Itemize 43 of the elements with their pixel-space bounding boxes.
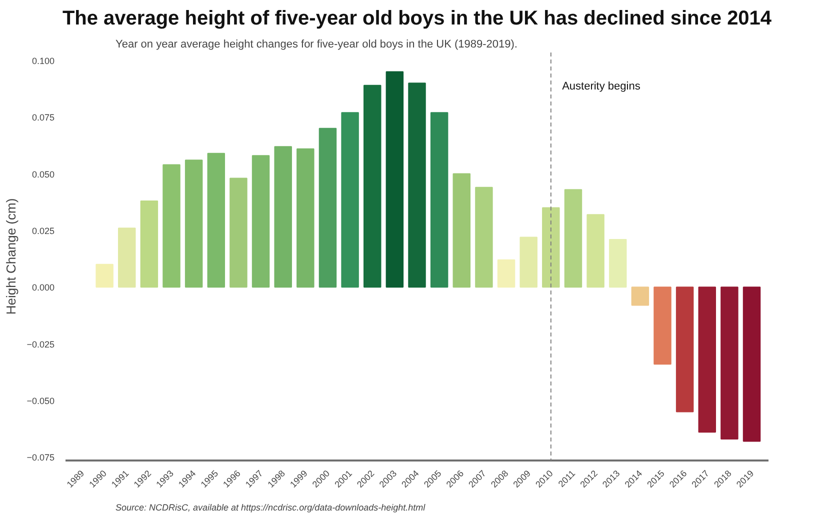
ref-line-label: Austerity begins	[562, 80, 641, 92]
bar	[698, 286, 716, 433]
bar	[742, 286, 761, 442]
bar	[430, 112, 448, 288]
bar	[608, 239, 627, 288]
bar	[252, 155, 270, 288]
bar	[140, 200, 158, 288]
y-tick-label: 0.025	[32, 226, 55, 236]
bar	[452, 173, 471, 288]
bar	[720, 286, 738, 440]
y-tick-label: −0.025	[26, 339, 55, 350]
chart-title: The average height of five-year old boys in the UK has declined since 2014	[62, 8, 772, 30]
y-tick-label: 0.000	[32, 282, 55, 293]
bar	[676, 286, 694, 412]
bar	[631, 286, 650, 306]
bar	[162, 164, 180, 288]
bar	[207, 152, 226, 288]
bar	[408, 82, 426, 288]
bar	[497, 259, 516, 288]
chart-subtitle: Year on year average height changes for five-year old boys in the UK (1989-2019).	[116, 38, 518, 50]
bar	[386, 71, 404, 288]
bar	[184, 160, 203, 288]
y-tick-label: 0.075	[32, 112, 55, 123]
bar	[230, 178, 248, 288]
bar	[542, 207, 560, 288]
y-tick-label: 0.050	[32, 169, 55, 180]
bar	[654, 286, 672, 365]
bar	[296, 148, 314, 288]
source-note: Source: NCDRisC, available at https://ncdrisc.org/data-downloads-height.html	[116, 502, 426, 512]
bar	[318, 128, 337, 288]
bar	[96, 264, 114, 288]
y-tick-label: −0.075	[26, 452, 55, 463]
bar	[520, 236, 538, 288]
y-axis-title: Height Change (cm)	[4, 198, 19, 315]
bar	[586, 214, 604, 288]
bar	[341, 112, 359, 288]
bar	[274, 146, 292, 288]
bar	[118, 228, 136, 288]
bar	[363, 84, 382, 288]
bar	[564, 189, 582, 288]
bar	[475, 186, 493, 288]
y-tick-label: 0.100	[32, 56, 55, 66]
y-tick-label: −0.050	[26, 396, 55, 406]
